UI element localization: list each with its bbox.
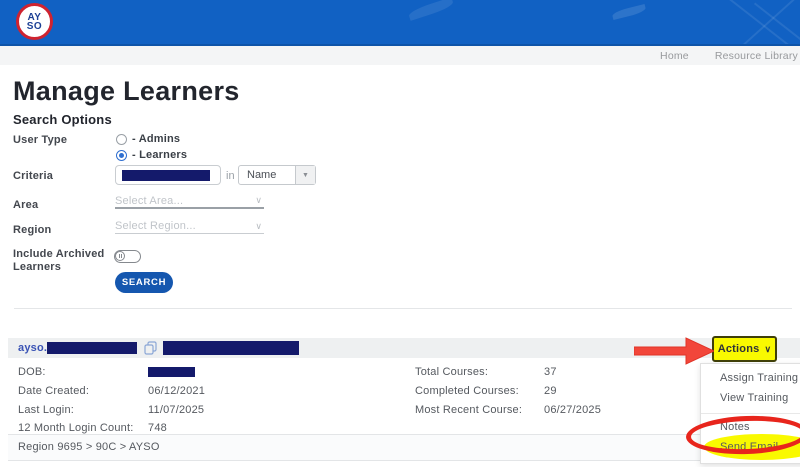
menu-divider — [701, 413, 800, 414]
actions-dropdown-menu: Assign Training View Training Notes Send… — [700, 363, 800, 464]
learner-id-prefix: ayso. — [18, 342, 48, 354]
select-arrow-icon: ▼ — [295, 166, 315, 184]
detail-row-login-count: 12 Month Login Count: 748 — [18, 422, 167, 434]
decorative-plane-shape — [611, 4, 647, 20]
detail-row-last-login: Last Login: 11/07/2025 — [18, 404, 204, 416]
redacted-value — [122, 170, 210, 181]
menu-item-view-training[interactable]: View Training — [720, 392, 789, 404]
detail-label: Date Created: — [18, 385, 90, 397]
detail-value: 748 — [148, 422, 167, 434]
region-select[interactable]: Select Region... ∨ — [115, 219, 264, 234]
search-button[interactable]: SEARCH — [115, 272, 173, 293]
detail-label: DOB: — [18, 366, 46, 378]
area-select[interactable]: Select Area... ∨ — [115, 194, 264, 209]
detail-value: 37 — [544, 366, 557, 378]
learners-radio[interactable] — [116, 150, 127, 161]
menu-item-assign-training[interactable]: Assign Training — [720, 372, 799, 384]
chevron-down-icon: ∨ — [255, 220, 262, 231]
nav-home-link[interactable]: Home — [660, 49, 689, 62]
admins-radio[interactable] — [116, 134, 127, 145]
ayso-logo-text: AY SO — [26, 11, 43, 32]
chevron-down-icon: ∨ — [764, 343, 772, 354]
redacted-value — [148, 367, 195, 378]
ayso-logo: AY SO — [16, 3, 53, 40]
detail-label: Most Recent Course: — [415, 404, 523, 416]
menu-item-notes[interactable]: Notes — [720, 421, 750, 433]
chevron-down-icon: ∨ — [255, 195, 262, 205]
decorative-plane-shape — [407, 0, 455, 21]
include-archived-label: Include Archived Learners — [13, 248, 105, 273]
detail-value: 06/27/2025 — [544, 404, 602, 416]
result-header: ayso. — [8, 338, 800, 358]
search-options-heading: Search Options — [13, 112, 112, 127]
detail-label: Total Courses: — [415, 366, 489, 378]
toggle-knob — [115, 251, 125, 261]
user-type-label: User Type — [13, 134, 68, 146]
criteria-input[interactable] — [115, 165, 221, 185]
detail-row-total-courses: Total Courses: 37 — [415, 366, 557, 378]
area-label: Area — [13, 199, 39, 211]
learners-radio-label: - Learners — [132, 149, 188, 161]
region-label: Region — [13, 224, 52, 236]
page-title: Manage Learners — [13, 76, 240, 106]
criteria-field-select[interactable]: Name ▼ — [238, 165, 316, 185]
detail-label: Last Login: — [18, 404, 75, 416]
radio-dot — [118, 152, 124, 158]
nav-resource-library-link[interactable]: Resource Library — [714, 49, 798, 62]
top-header-bar: AY SO — [0, 0, 800, 46]
secondary-nav: Home Resource Library — [0, 46, 800, 65]
region-path: Region 9695 > 90C > AYSO — [8, 434, 800, 461]
detail-row-completed-courses: Completed Courses: 29 — [415, 385, 557, 397]
section-divider — [14, 308, 792, 309]
criteria-connector-label: in — [226, 170, 235, 182]
copy-icon[interactable] — [144, 341, 157, 355]
region-placeholder: Select Region... — [115, 220, 196, 232]
area-placeholder: Select Area... — [115, 194, 184, 207]
detail-label: Completed Courses: — [415, 385, 519, 397]
redacted-learner-name — [163, 341, 300, 355]
detail-label: 12 Month Login Count: — [18, 422, 134, 434]
actions-button-label: Actions — [717, 343, 760, 355]
detail-row-dob: DOB: — [18, 366, 195, 378]
detail-value: 11/07/2025 — [148, 404, 205, 416]
criteria-label: Criteria — [13, 170, 54, 182]
detail-row-most-recent-course: Most Recent Course: 06/27/2025 — [415, 404, 601, 416]
archived-toggle[interactable] — [114, 250, 141, 263]
detail-value: 06/12/2021 — [148, 385, 206, 397]
detail-value: 29 — [544, 385, 557, 397]
actions-button[interactable]: Actions ∨ — [712, 336, 777, 362]
detail-row-date-created: Date Created: 06/12/2021 — [18, 385, 205, 397]
redacted-learner-id — [47, 342, 138, 354]
yellow-highlight-annotation — [704, 434, 800, 460]
admins-radio-label: - Admins — [132, 133, 181, 145]
menu-item-label: Send Email — [720, 441, 779, 453]
criteria-field-value: Name — [247, 169, 277, 181]
menu-item-send-email[interactable]: Send Email — [701, 434, 800, 460]
